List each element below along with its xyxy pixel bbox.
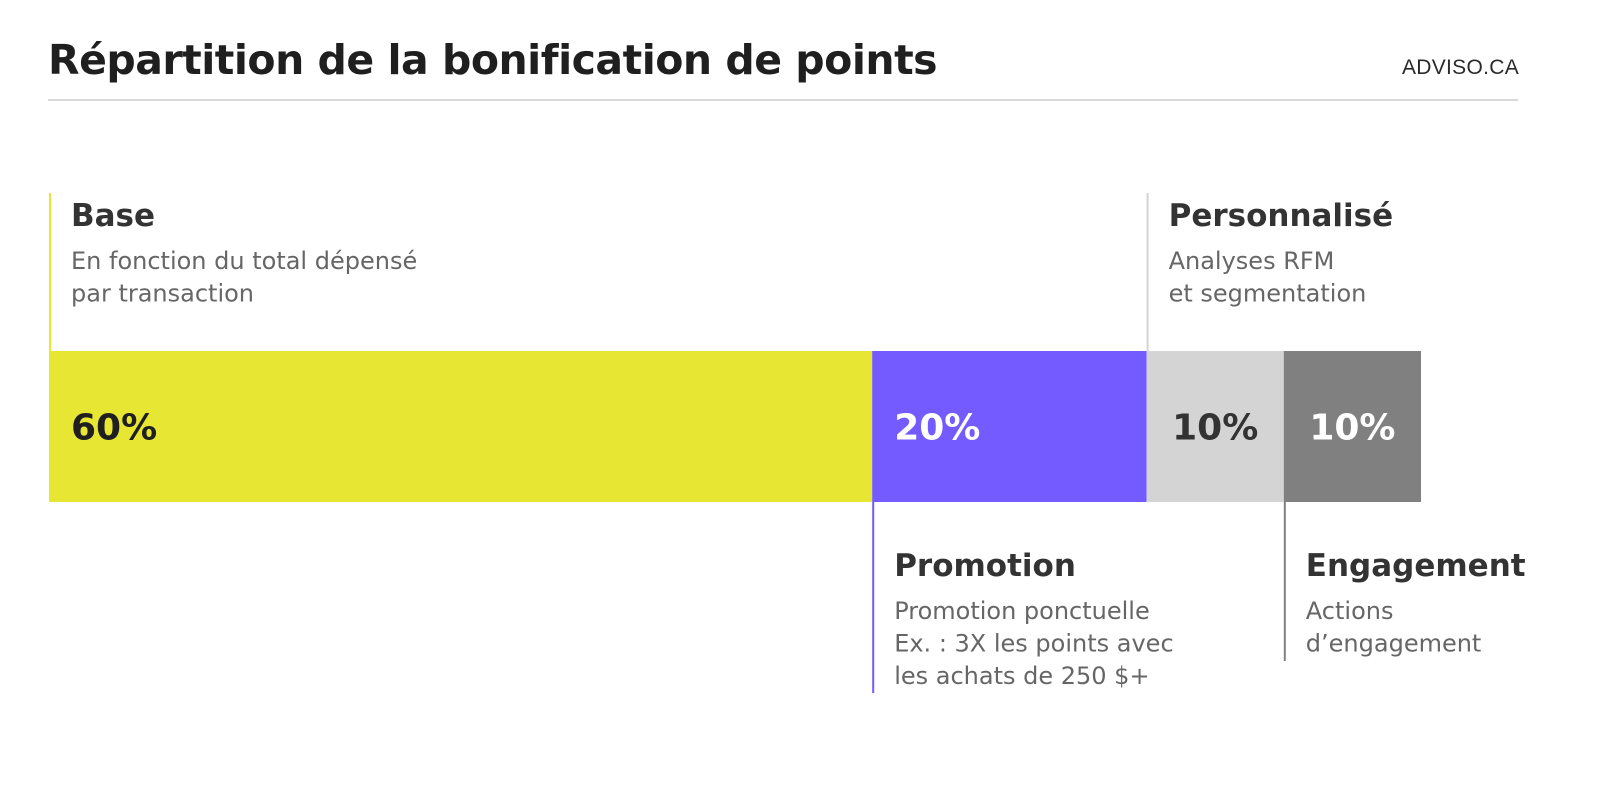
segment-description-promotion: Ex. : 3X les points avec bbox=[894, 630, 1173, 658]
segment-description-engagement: Actions bbox=[1306, 597, 1394, 625]
segment-promotion: 20% Promotion Promotion ponctuelle Ex. : 3X… bbox=[872, 351, 1174, 693]
segment-description-base: par transaction bbox=[71, 280, 254, 308]
value-label-base: 60% bbox=[71, 408, 157, 449]
segment-name-promotion: Promotion bbox=[894, 548, 1076, 584]
segment-description-promotion: Promotion ponctuelle bbox=[894, 597, 1150, 625]
bar-promotion bbox=[872, 351, 1147, 502]
segment-personnalise: 10% Personnalisé Analyses RFM et segmentati… bbox=[1146, 193, 1394, 502]
bar-engagement bbox=[1283, 351, 1421, 502]
header-divider bbox=[48, 99, 1518, 101]
bar-personnalise bbox=[1146, 351, 1284, 502]
value-label-personnalise: 10% bbox=[1172, 408, 1258, 449]
value-label-promotion: 20% bbox=[894, 408, 980, 449]
segment-name-personnalise: Personnalisé bbox=[1169, 198, 1394, 234]
bar-base bbox=[49, 351, 873, 502]
segment-description-base: En fonction du total dépensé bbox=[71, 247, 417, 275]
segment-description-personnalise: Analyses RFM bbox=[1169, 247, 1335, 275]
segment-name-base: Base bbox=[71, 198, 155, 234]
segment-description-promotion: les achats de 250 $+ bbox=[894, 662, 1149, 690]
segment-name-engagement: Engagement bbox=[1306, 548, 1526, 584]
segment-description-engagement: d’engagement bbox=[1306, 630, 1482, 658]
value-label-engagement: 10% bbox=[1309, 408, 1395, 449]
source-label: ADVISO.CA bbox=[1401, 56, 1519, 79]
segment-description-personnalise: et segmentation bbox=[1169, 280, 1367, 308]
page-title: Répartition de la bonification de points bbox=[48, 36, 938, 84]
segment-base: 60% Base En fonction du total dépensé par t… bbox=[49, 193, 873, 502]
segment-engagement: 10% Engagement Actions d’engagement bbox=[1283, 351, 1526, 661]
